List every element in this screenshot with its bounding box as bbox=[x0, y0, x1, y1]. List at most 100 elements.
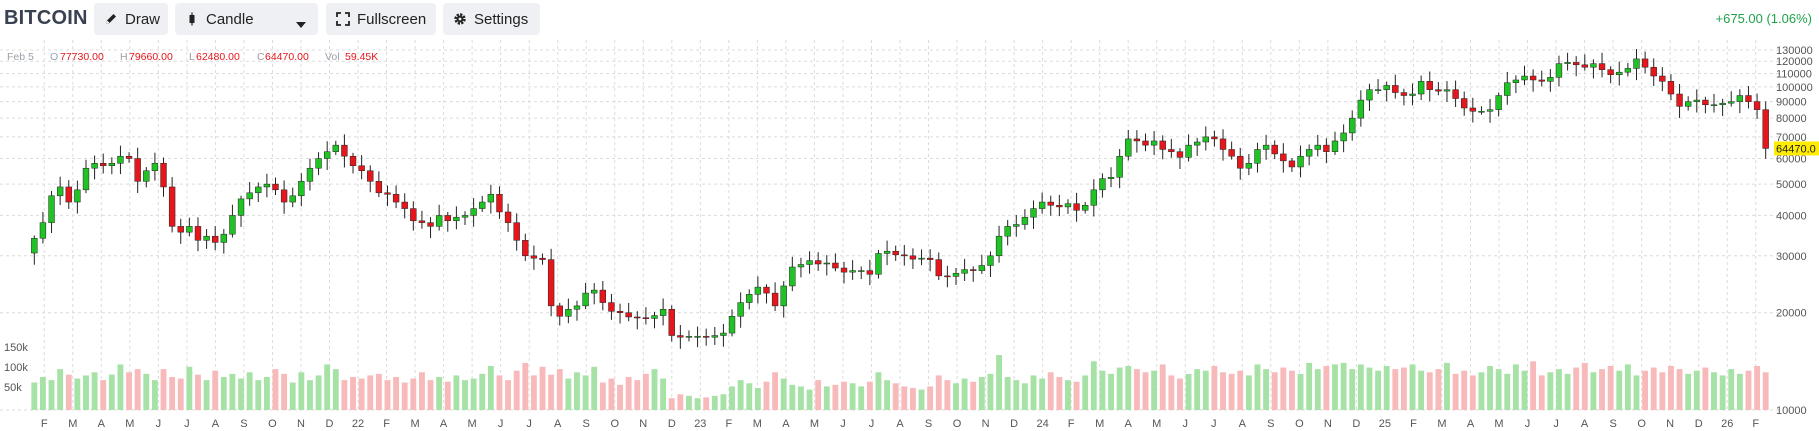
time-tick-label: J bbox=[498, 418, 504, 430]
time-tick-label: J bbox=[184, 418, 190, 430]
time-tick-label: F bbox=[1752, 418, 1759, 430]
volume-bar bbox=[315, 375, 322, 410]
time-tick-label: S bbox=[583, 418, 590, 430]
volume-bar bbox=[1685, 373, 1692, 410]
candle-body bbox=[1047, 201, 1054, 206]
candle-body bbox=[711, 335, 718, 338]
volume-bar bbox=[1702, 367, 1709, 410]
volume-bar bbox=[1159, 364, 1166, 410]
pencil-icon bbox=[104, 12, 118, 26]
volume-bar bbox=[195, 374, 201, 410]
volume-bar bbox=[884, 380, 891, 410]
candle-body bbox=[866, 270, 874, 275]
price-chart[interactable]: 10000 20000 30000 40000 50000 60000 70000 80000… bbox=[0, 40, 1819, 431]
volume-bar bbox=[1357, 364, 1364, 410]
fullscreen-button[interactable]: Fullscreen bbox=[326, 3, 436, 35]
volume-bar bbox=[1314, 369, 1321, 410]
candle-body bbox=[1461, 98, 1468, 109]
candle-body bbox=[1202, 136, 1209, 143]
legend-high: 79660.00 bbox=[129, 51, 173, 63]
time-tick-label: N bbox=[1324, 418, 1332, 430]
candle-body bbox=[763, 286, 770, 294]
time-tick-label: M bbox=[410, 418, 419, 430]
legend-open-key: O bbox=[50, 51, 58, 63]
time-tick-label: F bbox=[383, 418, 390, 430]
candle-body bbox=[952, 272, 960, 277]
draw-button[interactable]: Draw bbox=[94, 3, 168, 35]
volume-bar bbox=[1366, 367, 1373, 410]
time-tick-label: N bbox=[639, 418, 647, 430]
candle-body bbox=[1219, 138, 1227, 150]
candle-body bbox=[582, 292, 589, 307]
volume-bar bbox=[255, 380, 262, 410]
volume-bar bbox=[832, 384, 839, 410]
candle-body bbox=[56, 186, 64, 197]
candle-body bbox=[1064, 203, 1072, 208]
candle-body bbox=[849, 270, 856, 273]
candle-body bbox=[1659, 75, 1666, 82]
volume-bar bbox=[1237, 370, 1244, 410]
time-tick-label: A bbox=[782, 418, 790, 430]
candle-body bbox=[1745, 95, 1752, 102]
volume-bar bbox=[444, 381, 451, 410]
candle-body bbox=[616, 311, 624, 313]
chart-type-select[interactable]: Candle bbox=[175, 3, 318, 35]
time-tick-label: M bbox=[1437, 418, 1446, 430]
time-tick-label: O bbox=[1295, 418, 1304, 430]
volume-bar bbox=[1616, 370, 1623, 410]
candle-body bbox=[1374, 89, 1382, 91]
volume-axis: 150k 100k 50k bbox=[4, 342, 28, 394]
volume-bar bbox=[686, 395, 692, 410]
candle-body bbox=[1107, 177, 1115, 179]
time-tick-label: J bbox=[1525, 418, 1531, 430]
volume-bar bbox=[1349, 369, 1356, 410]
volume-bar bbox=[410, 378, 417, 410]
volume-bar bbox=[1495, 369, 1502, 410]
volume-bar bbox=[513, 370, 520, 410]
settings-button[interactable]: Settings bbox=[443, 3, 540, 35]
candle-body bbox=[1469, 107, 1477, 112]
toolbar: BITCOIN Draw Candle Fullscreen Settings … bbox=[0, 0, 1819, 38]
price-tick-label: 30000 bbox=[1776, 251, 1807, 263]
candle-body bbox=[280, 189, 288, 203]
candle-body bbox=[1357, 99, 1365, 119]
candle-body bbox=[1228, 149, 1235, 157]
volume-bar bbox=[1538, 375, 1545, 410]
volume-bar bbox=[1400, 367, 1407, 410]
candle-body bbox=[168, 186, 176, 227]
volume-bar bbox=[1728, 369, 1735, 410]
candle-body bbox=[565, 308, 572, 317]
time-tick-label: N bbox=[982, 418, 990, 430]
volume-bar bbox=[737, 380, 744, 410]
volume-bar bbox=[711, 395, 718, 410]
candle-body bbox=[453, 216, 460, 222]
candle-body bbox=[315, 158, 322, 169]
candle-body bbox=[100, 163, 107, 166]
volume-bar bbox=[849, 383, 856, 410]
legend-open: 77730.00 bbox=[60, 51, 104, 63]
candle-body bbox=[1616, 71, 1623, 75]
candle-body bbox=[1211, 136, 1218, 140]
candle-body bbox=[1529, 75, 1537, 81]
volume-bar bbox=[160, 369, 167, 410]
candle-body bbox=[82, 167, 90, 191]
candle-body bbox=[1159, 140, 1166, 150]
legend-close: 64470.00 bbox=[265, 51, 309, 63]
candle-body bbox=[1512, 79, 1520, 83]
candle-body bbox=[1314, 144, 1321, 150]
candle-body bbox=[1013, 224, 1020, 227]
time-tick-label: M bbox=[68, 418, 77, 430]
volume-bar bbox=[970, 381, 977, 410]
candle-body bbox=[410, 208, 417, 222]
candle-body bbox=[573, 305, 581, 310]
candle-body bbox=[1366, 89, 1373, 101]
volume-bar bbox=[1487, 366, 1493, 410]
candle-body bbox=[194, 226, 202, 241]
volume-bar bbox=[1340, 362, 1347, 410]
volume-bar bbox=[746, 383, 753, 410]
time-tick-label: M bbox=[1152, 418, 1161, 430]
candle-body bbox=[961, 269, 968, 274]
price-axis: 10000 20000 30000 40000 50000 60000 70000 80000… bbox=[1774, 45, 1819, 417]
volume-bar bbox=[505, 380, 511, 410]
volume-bar bbox=[1607, 366, 1614, 410]
